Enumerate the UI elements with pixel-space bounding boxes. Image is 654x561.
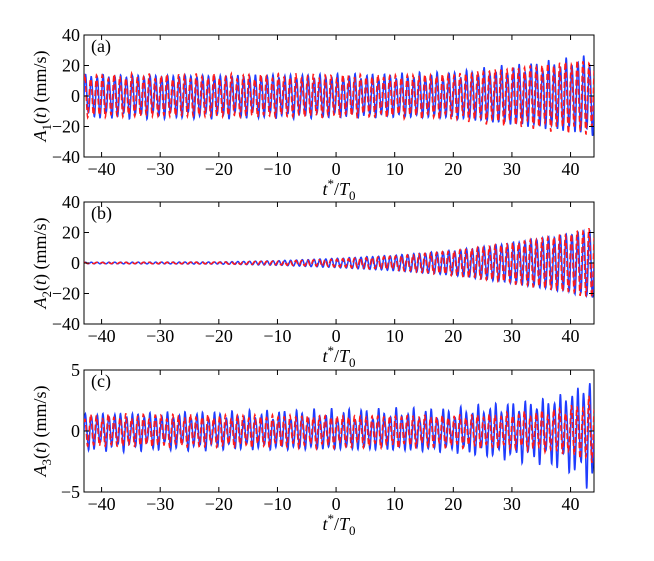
x-tick-label-c-2: −20 [205,494,233,514]
x-axis-label-c: t*/T0 [322,511,355,538]
x-tick-label-a-0: −40 [88,159,116,179]
x-tick-label-a-1: −30 [146,159,174,179]
x-tick-label-a-8: 40 [562,159,580,179]
y-tick-label-a-3: 20 [62,56,80,76]
y-axis-label-a: A1(t) (mm/s) [30,50,54,142]
x-tick-label-a-5: 10 [386,159,404,179]
y-tick-label-b-1: −20 [52,284,80,304]
x-tick-label-c-1: −30 [146,494,174,514]
x-tick-label-a-4: 0 [332,159,341,179]
x-tick-label-b-6: 20 [444,326,462,346]
series-layer-c [84,383,594,489]
y-tick-label-b-3: 20 [62,223,80,243]
x-tick-label-c-3: −10 [263,494,291,514]
x-tick-label-b-1: −30 [146,326,174,346]
series-line-c-2 [84,395,594,463]
x-tick-label-c-5: 10 [386,494,404,514]
y-tick-label-c-0: −5 [61,482,80,502]
y-axis-label-b: A2(t) (mm/s) [30,217,54,309]
x-tick-label-b-2: −20 [205,326,233,346]
series-layer-b [84,228,594,299]
x-tick-label-c-0: −40 [88,494,116,514]
ticks-layer-c: −40 −30 −20 −10 0 10 20 30 40 −5 0 5 t*/T0 A3(t) (mm/… [30,360,594,538]
ticks-layer-a: −40 −30 −20 −10 0 10 20 30 40 −40 −20 0 20 40 t*/T0 A1(… [30,25,594,203]
y-tick-label-b-4: 40 [62,192,80,212]
y-tick-label-c-1: 0 [71,421,80,441]
panel-c: −40 −30 −20 −10 0 10 20 30 40 −5 0 5 t*/T0 A3(t) (mm/… [30,360,595,538]
x-tick-label-b-0: −40 [88,326,116,346]
x-tick-label-a-2: −20 [205,159,233,179]
x-tick-label-a-6: 20 [444,159,462,179]
y-tick-label-a-4: 40 [62,25,80,45]
panel-b: −40 −30 −20 −10 0 10 20 30 40 −40 −20 0 20 40 t*/T0 A2(… [30,192,595,370]
x-tick-label-c-6: 20 [444,494,462,514]
x-tick-label-b-7: 30 [503,326,521,346]
y-tick-label-a-1: −20 [52,117,80,137]
x-tick-label-c-7: 30 [503,494,521,514]
x-tick-label-b-5: 10 [386,326,404,346]
x-axis-label-a: t*/T0 [322,176,355,203]
panel-label-b: (b) [91,203,112,224]
ticks-layer-b: −40 −30 −20 −10 0 10 20 30 40 −40 −20 0 20 40 t*/T0 A2(… [30,192,594,370]
series-layer-a [84,55,594,137]
x-tick-label-c-4: 0 [332,494,341,514]
y-tick-label-a-2: 0 [71,86,80,106]
x-axis-label-b: t*/T0 [322,343,355,370]
x-tick-label-a-3: −10 [263,159,291,179]
x-tick-label-b-8: 40 [562,326,580,346]
y-tick-label-b-2: 0 [71,253,80,273]
y-tick-label-a-0: −40 [52,147,80,167]
x-tick-label-c-8: 40 [562,494,580,514]
y-tick-label-c-2: 5 [71,360,80,380]
y-tick-label-b-0: −40 [52,314,80,334]
series-line-b-2 [84,228,594,299]
panel-label-c: (c) [91,371,111,392]
y-axis-label-c: A3(t) (mm/s) [30,385,54,477]
x-tick-label-b-4: 0 [332,326,341,346]
panel-a: −40 −30 −20 −10 0 10 20 30 40 −40 −20 0 20 40 t*/T0 A1(… [30,25,595,203]
panel-label-a: (a) [91,36,111,57]
series-line-a-2 [84,57,594,136]
x-tick-label-b-3: −10 [263,326,291,346]
x-tick-label-a-7: 30 [503,159,521,179]
